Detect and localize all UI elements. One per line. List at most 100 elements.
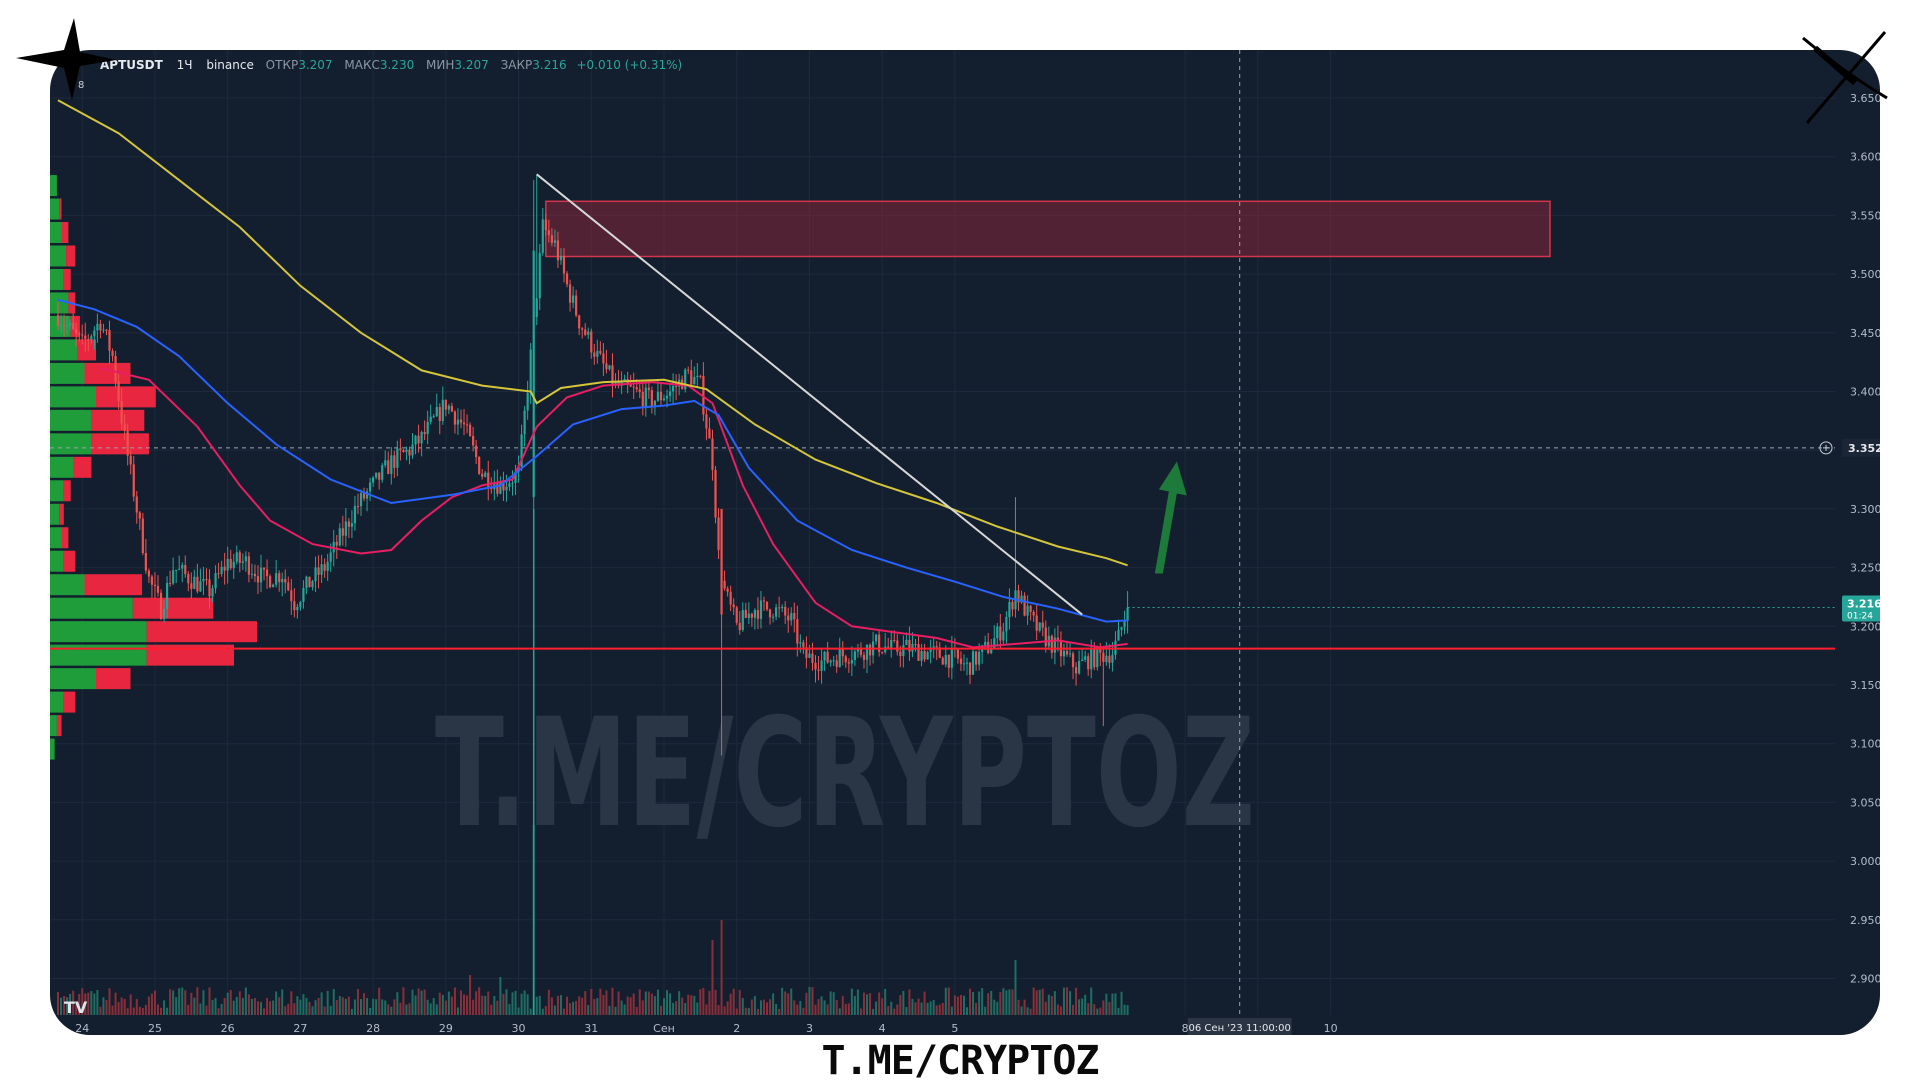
candle-body[interactable] <box>259 567 263 583</box>
candle-body[interactable] <box>771 616 775 618</box>
candle-body[interactable] <box>811 653 814 663</box>
candle-body[interactable] <box>178 568 181 570</box>
candle-body[interactable] <box>896 640 899 652</box>
candle-body[interactable] <box>320 564 323 575</box>
candle-body[interactable] <box>514 471 517 483</box>
candle-body[interactable] <box>317 567 320 575</box>
candle-body[interactable] <box>441 399 444 421</box>
candle-body[interactable] <box>535 298 538 318</box>
candle-body[interactable] <box>329 552 332 562</box>
candle-body[interactable] <box>941 657 944 665</box>
candle-body[interactable] <box>502 482 505 491</box>
candle-body[interactable] <box>832 660 835 662</box>
candle-body[interactable] <box>141 518 144 554</box>
price-chart[interactable]: 2.900 2.950 3.000 3.050 3.100 3.150 3.200 3.250… <box>50 50 1880 1035</box>
candle-body[interactable] <box>935 646 938 648</box>
candle-body[interactable] <box>856 647 860 652</box>
candle-body[interactable] <box>614 380 617 385</box>
candle-body[interactable] <box>1071 653 1075 668</box>
candle-body[interactable] <box>920 651 923 661</box>
candle-body[interactable] <box>384 460 387 466</box>
candle-body[interactable] <box>1035 615 1038 631</box>
candle-body[interactable] <box>820 660 823 671</box>
candle-body[interactable] <box>987 641 990 654</box>
candle-body[interactable] <box>496 483 499 494</box>
candle-body[interactable] <box>278 573 281 583</box>
resistance-zone[interactable] <box>545 200 1551 258</box>
candle-body[interactable] <box>372 477 375 483</box>
candle-body[interactable] <box>950 648 953 668</box>
candle-body[interactable] <box>220 566 223 574</box>
candle-body[interactable] <box>172 570 175 584</box>
candle-body[interactable] <box>862 654 866 660</box>
candle-body[interactable] <box>1026 605 1029 616</box>
candle-body[interactable] <box>696 375 699 378</box>
candle-body[interactable] <box>262 567 266 570</box>
candle-body[interactable] <box>808 653 811 658</box>
candle-body[interactable] <box>462 422 466 425</box>
candle-body[interactable] <box>475 445 478 458</box>
candle-body[interactable] <box>102 329 105 331</box>
ma-slow-line[interactable] <box>57 99 1128 567</box>
candle-body[interactable] <box>281 578 284 583</box>
candle-body[interactable] <box>759 600 763 619</box>
candle-body[interactable] <box>559 256 563 261</box>
candle-body[interactable] <box>993 638 996 649</box>
candle-body[interactable] <box>308 576 311 588</box>
candle-body[interactable] <box>302 587 305 602</box>
candle-body[interactable] <box>465 424 469 426</box>
candle-body[interactable] <box>965 662 969 664</box>
candle-body[interactable] <box>796 619 799 644</box>
candle-body[interactable] <box>144 553 147 571</box>
candle-body[interactable] <box>711 438 714 471</box>
candle-body[interactable] <box>581 328 584 330</box>
candle-body[interactable] <box>914 643 917 645</box>
candle-body[interactable] <box>93 330 96 337</box>
candle-body[interactable] <box>432 416 435 418</box>
candle-body[interactable] <box>169 583 172 585</box>
candle-body[interactable] <box>332 541 335 553</box>
candle-body[interactable] <box>556 240 560 261</box>
candle-body[interactable] <box>929 647 932 653</box>
candle-body[interactable] <box>1123 620 1126 628</box>
candle-body[interactable] <box>299 601 302 607</box>
candle-body[interactable] <box>532 250 535 498</box>
candle-body[interactable] <box>599 350 602 354</box>
candle-body[interactable] <box>850 659 853 664</box>
candle-body[interactable] <box>708 428 711 439</box>
candle-body[interactable] <box>605 363 608 370</box>
candle-body[interactable] <box>341 528 344 536</box>
candle-body[interactable] <box>1050 635 1053 653</box>
candle-body[interactable] <box>875 634 878 642</box>
candle-body[interactable] <box>402 450 405 453</box>
ma-mid-line[interactable] <box>57 298 1128 623</box>
candle-body[interactable] <box>87 338 90 340</box>
candle-body[interactable] <box>847 662 850 664</box>
candle-body[interactable] <box>938 647 941 658</box>
candle-body[interactable] <box>72 323 75 330</box>
candle-body[interactable] <box>356 506 360 508</box>
candle-body[interactable] <box>105 329 108 331</box>
candle-body[interactable] <box>768 609 772 618</box>
candle-body[interactable] <box>775 607 778 617</box>
candle-body[interactable] <box>190 583 193 589</box>
candle-body[interactable] <box>526 392 529 411</box>
candle-body[interactable] <box>1084 656 1087 660</box>
candle-body[interactable] <box>408 449 411 456</box>
candle-body[interactable] <box>478 457 481 474</box>
candle-body[interactable] <box>765 601 769 610</box>
candle-body[interactable] <box>962 663 966 665</box>
candle-body[interactable] <box>147 570 150 577</box>
candle-body[interactable] <box>596 350 599 357</box>
candle-body[interactable] <box>665 395 669 399</box>
candle-body[interactable] <box>735 607 738 623</box>
candle-body[interactable] <box>538 252 541 299</box>
candle-body[interactable] <box>196 576 199 592</box>
candle-body[interactable] <box>244 556 247 562</box>
candle-body[interactable] <box>411 444 414 456</box>
candle-body[interactable] <box>968 662 972 675</box>
candle-body[interactable] <box>575 295 578 316</box>
candle-body[interactable] <box>1017 590 1020 603</box>
candle-body[interactable] <box>956 649 960 659</box>
candle-body[interactable] <box>756 610 760 619</box>
